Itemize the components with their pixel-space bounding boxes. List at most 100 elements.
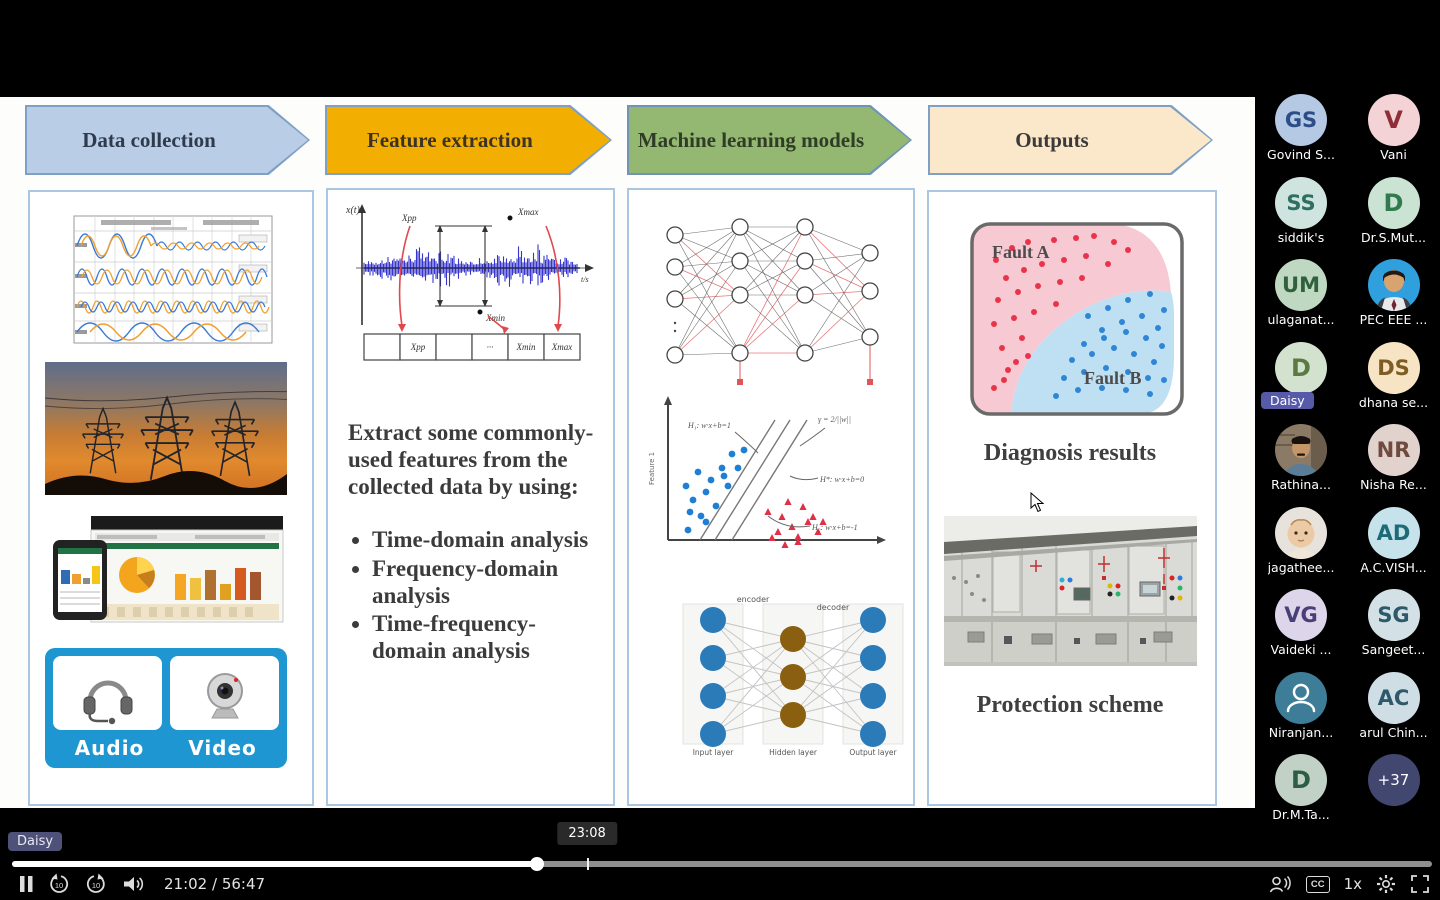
- settings-button[interactable]: [1376, 874, 1396, 894]
- pipeline-step-label: Machine learning models: [637, 127, 865, 152]
- svg-text:t/s: t/s: [581, 275, 589, 284]
- narration-button[interactable]: [1268, 874, 1292, 894]
- playback-speed[interactable]: 1x: [1343, 875, 1362, 893]
- participant-name: Dr.S.Mut...: [1360, 229, 1427, 245]
- audio-label: Audio: [74, 736, 145, 760]
- diagnosis-results-caption: Diagnosis results: [983, 440, 1157, 466]
- skip-back-10-button[interactable]: 10: [47, 873, 71, 895]
- signal-feature-figure: x(t) t/s Xpp Xmax Xmin: [345, 204, 594, 361]
- active-speaker-badge: Daisy: [1261, 391, 1314, 409]
- avatar-initials: AD: [1376, 520, 1411, 545]
- person-icon: [1275, 671, 1327, 724]
- participant-tile[interactable]: Niranjan...: [1255, 671, 1347, 755]
- participant-tile[interactable]: NR Nisha Re...: [1347, 424, 1440, 507]
- participant-tile[interactable]: SS siddik's: [1255, 176, 1347, 260]
- skip-back-10-icon: 10: [50, 873, 69, 893]
- participant-name: PEC EEE ...: [1359, 312, 1428, 327]
- participant-tile[interactable]: GS Govind S...: [1255, 94, 1347, 177]
- excel-dashboard-image: [53, 516, 284, 623]
- participant-avatar: AC: [1367, 671, 1420, 724]
- participant-tile[interactable]: UM ulaganat...: [1255, 259, 1347, 342]
- svg-text:10: 10: [92, 881, 100, 890]
- participant-tile[interactable]: SG Sangeet...: [1347, 589, 1440, 672]
- audio-card: [53, 656, 162, 730]
- participant-avatar: GS: [1275, 94, 1327, 146]
- avatar-initials: AC: [1377, 685, 1410, 710]
- participant-name: Dr.M.Ta...: [1272, 807, 1330, 822]
- fault-classification-figure: Fault A Fault B: [970, 222, 1184, 416]
- svg-text:Fault A: Fault A: [992, 242, 1050, 262]
- seek-bar[interactable]: 23:08: [12, 822, 1432, 871]
- participant-tile[interactable]: D Dr.M.Ta...: [1255, 754, 1347, 837]
- participant-tile[interactable]: V Vani: [1347, 94, 1440, 177]
- participant-name: Vani: [1380, 147, 1407, 162]
- participants-panel: GS Govind S... V Vani SS siddik's D Dr.S.Mut...…: [1255, 94, 1440, 837]
- avatar-initials: D: [1383, 188, 1404, 217]
- pipeline-step-ml-models: Machine learning models: [627, 105, 912, 175]
- pause-button[interactable]: [18, 875, 34, 893]
- headphones-icon: [83, 680, 132, 725]
- avatar-initials: D: [1291, 353, 1311, 382]
- feature-extraction-text: Extract some commonly-used features from…: [348, 420, 600, 667]
- participant-name: Niranjan...: [1268, 724, 1334, 740]
- video-card: [170, 656, 279, 730]
- participant-avatar: V: [1367, 94, 1420, 146]
- svg-text:Hidden layer: Hidden layer: [769, 748, 818, 757]
- captions-button[interactable]: CC: [1305, 875, 1330, 893]
- svg-text:10: 10: [55, 881, 63, 890]
- fullscreen-icon: [1411, 875, 1429, 893]
- svg-text:···: ···: [487, 342, 494, 352]
- pipeline-step-feature-extraction: Feature extraction: [325, 105, 612, 175]
- participant-name: ulaganat...: [1267, 312, 1335, 327]
- audio-video-panel: Audio Video: [45, 648, 287, 768]
- svg-text:H*: w·x+b=0: H*: w·x+b=0: [819, 475, 864, 484]
- pipeline-step-label: Feature extraction: [366, 127, 533, 152]
- svg-text:Xmax: Xmax: [517, 207, 539, 217]
- waveform-chart-figure: [73, 215, 273, 344]
- bullet-item: Time-frequency-domain analysis: [372, 611, 600, 665]
- avatar-initials: NR: [1376, 438, 1411, 462]
- video-label: Video: [188, 736, 257, 760]
- fullscreen-button[interactable]: [1410, 874, 1430, 894]
- svg-text:decoder: decoder: [817, 603, 850, 612]
- gear-icon: [1377, 875, 1395, 893]
- svg-text:Xpp: Xpp: [401, 213, 417, 223]
- participant-tile[interactable]: D Daisy: [1255, 341, 1347, 425]
- svg-text:Xmin: Xmin: [485, 313, 505, 323]
- column-feature-extraction: [326, 188, 615, 806]
- participant-name: Vaideki ...: [1270, 642, 1332, 657]
- svg-text:x(t): x(t): [345, 205, 361, 216]
- skip-forward-10-button[interactable]: 10: [84, 873, 108, 895]
- pipeline-step-outputs: Outputs: [928, 105, 1213, 175]
- avatar-initials: GS: [1284, 108, 1318, 132]
- avatar-initials: UM: [1282, 273, 1320, 297]
- svg-text:Output layer: Output layer: [849, 748, 897, 757]
- seek-hover-tick: [587, 858, 590, 870]
- transmission-towers-photo: [45, 362, 287, 495]
- svg-text:Xmin: Xmin: [516, 342, 536, 352]
- participant-tile[interactable]: DS dhana se...: [1347, 341, 1440, 425]
- protection-scheme-caption: Protection scheme: [976, 692, 1164, 718]
- participant-tile[interactable]: D Dr.S.Mut...: [1347, 176, 1440, 260]
- mouse-cursor: [1030, 492, 1045, 513]
- seek-bar-thumb[interactable]: [530, 857, 545, 871]
- participant-tile[interactable]: jagathee...: [1255, 506, 1347, 590]
- participant-tile[interactable]: Rathina...: [1255, 424, 1347, 507]
- person-speaking-icon: [1269, 875, 1291, 893]
- skip-forward-10-icon: 10: [86, 873, 105, 893]
- participant-tile[interactable]: VG Vaideki ...: [1255, 589, 1347, 672]
- svg-text:H₁: w·x+b=1: H₁: w·x+b=1: [687, 421, 731, 430]
- participant-tile[interactable]: PEC EEE ...: [1347, 259, 1440, 342]
- participants-overflow-tile[interactable]: +37: [1347, 754, 1440, 837]
- overflow-count: +37: [1377, 771, 1410, 789]
- participant-tile[interactable]: AD A.C.VISH...: [1347, 506, 1440, 590]
- participant-tile[interactable]: AC arul Chin...: [1347, 671, 1440, 755]
- bullet-item: Frequency-domain analysis: [372, 556, 600, 610]
- avatar-initials: SS: [1286, 190, 1316, 215]
- participant-avatar: SG: [1367, 589, 1420, 641]
- participant-avatar: +37: [1367, 754, 1420, 806]
- seek-bar-played: [12, 861, 538, 867]
- volume-button[interactable]: [121, 874, 145, 894]
- avatar-initials: VG: [1284, 603, 1318, 627]
- participant-name: dhana se...: [1358, 394, 1429, 410]
